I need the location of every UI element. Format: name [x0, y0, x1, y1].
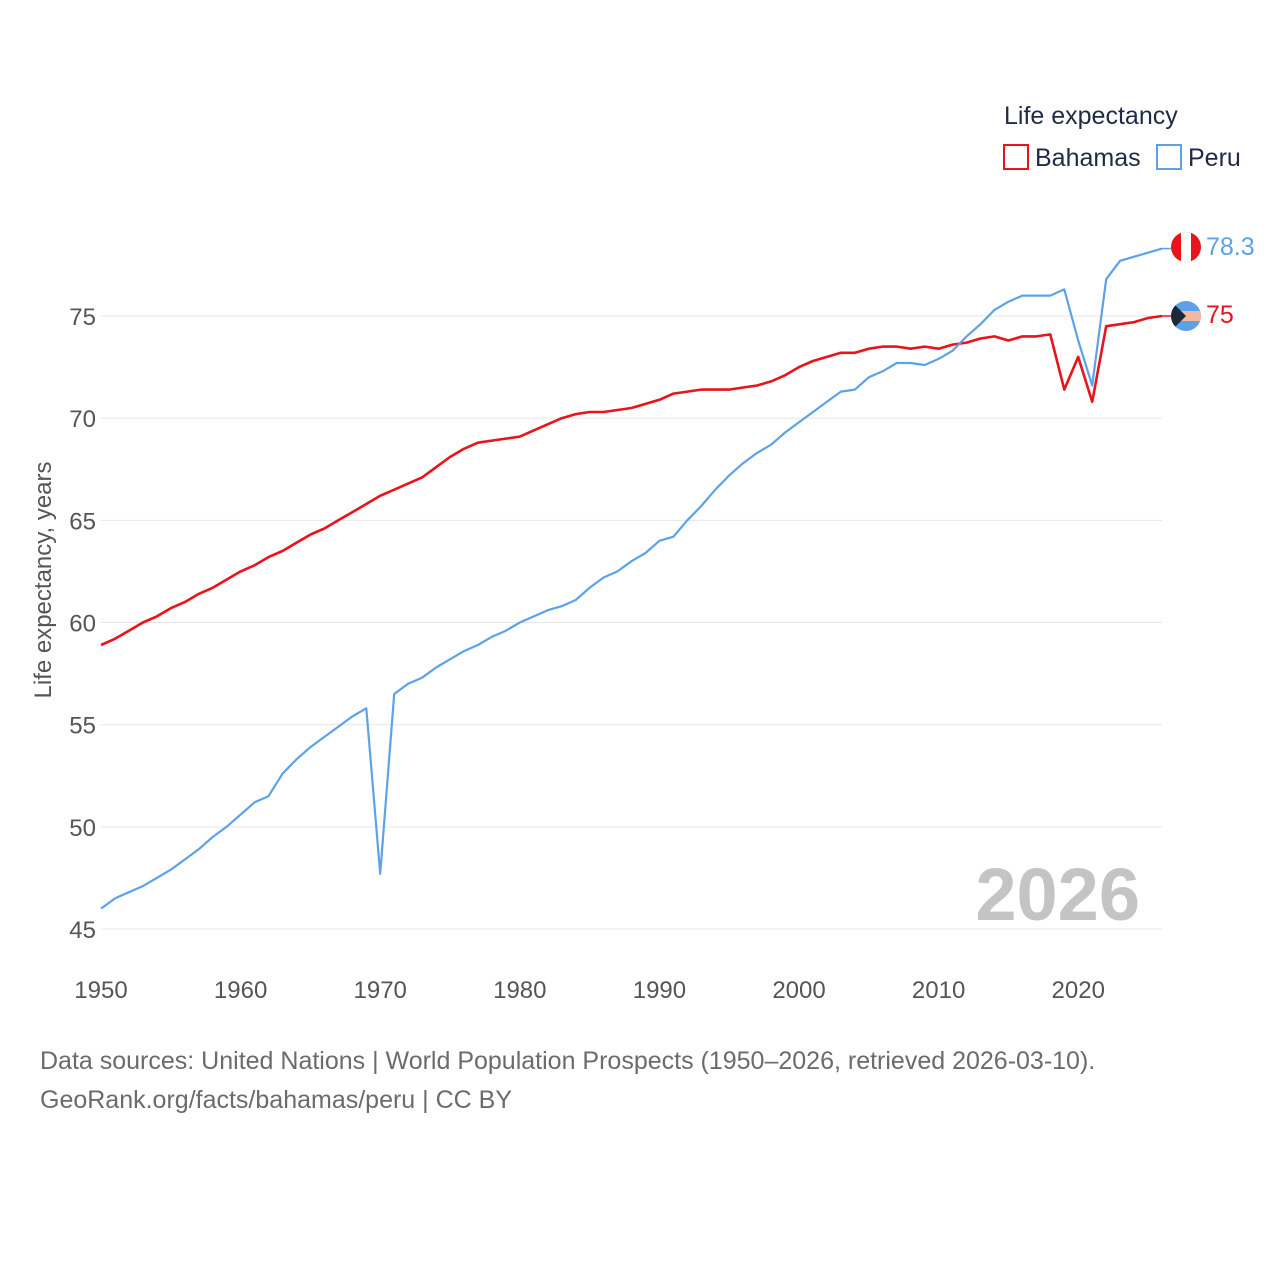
x-tick-label-1980: 1980: [493, 977, 546, 1004]
x-tick-label-1970: 1970: [354, 977, 407, 1004]
x-tick-label-2010: 2010: [912, 977, 965, 1004]
y-tick-label-45: 45: [69, 917, 96, 944]
y-tick-label-55: 55: [69, 713, 96, 740]
peru-flag-icon: [1171, 232, 1201, 262]
y-tick-label-75: 75: [69, 304, 96, 331]
x-tick-label-1990: 1990: [633, 977, 686, 1004]
y-tick-label-60: 60: [69, 611, 96, 638]
x-tick-label-1950: 1950: [74, 977, 127, 1004]
legend-label-peru[interactable]: Peru: [1188, 144, 1241, 172]
bahamas-flag-icon: [1171, 301, 1201, 331]
legend-label-bahamas[interactable]: Bahamas: [1035, 144, 1141, 172]
series-line-bahamas[interactable]: [100, 314, 1163, 647]
credit-note[interactable]: GeoRank.org/facts/bahamas/peru | CC BY: [40, 1086, 512, 1114]
x-tick-label-2000: 2000: [772, 977, 825, 1004]
y-axis-ticks: 45 50 55 60 65 70 75: [69, 304, 96, 944]
source-note: Data sources: United Nations | World Pop…: [40, 1047, 1095, 1075]
x-tick-label-1960: 1960: [214, 977, 267, 1004]
end-label-bahamas: 75: [1206, 301, 1234, 329]
series-line-peru[interactable]: [100, 247, 1163, 910]
x-tick-label-2020: 2020: [1052, 977, 1105, 1004]
y-tick-label-70: 70: [69, 406, 96, 433]
y-tick-label-65: 65: [69, 508, 96, 535]
y-tick-label-50: 50: [69, 815, 96, 842]
legend-swatch-peru[interactable]: [1156, 144, 1182, 170]
legend-swatch-bahamas[interactable]: [1003, 144, 1029, 170]
y-axis-label: Life expectancy, years: [30, 461, 57, 698]
x-axis-ticks: 1950 1960 1970 1980 1990 2000 2010 2020: [74, 977, 1105, 1004]
year-label: 2026: [975, 853, 1140, 936]
legend-title: Life expectancy: [1004, 102, 1178, 130]
gridlines: [101, 315, 1162, 930]
end-label-peru: 78.3: [1206, 233, 1255, 261]
series-lines: [100, 247, 1171, 910]
